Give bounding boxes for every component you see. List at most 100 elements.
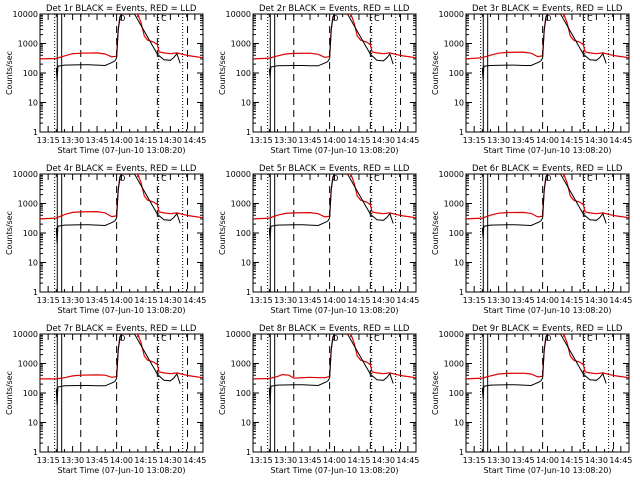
x-tick-label: 13:45 — [512, 136, 535, 145]
lld-series-line — [40, 174, 203, 220]
y-tick-label: 100 — [236, 229, 251, 238]
y-tick-label: 10 — [454, 99, 464, 108]
chart-panel-5: Det 5r BLACK = Events, RED = LLD 1 10 100 10… — [218, 164, 419, 315]
y-tick-label: 1000 — [18, 40, 38, 49]
x-tick-label: 13:30 — [487, 456, 510, 465]
chart-panel-4: Det 4r BLACK = Events, RED = LLD 1 10 100 10… — [5, 164, 206, 315]
y-tick-label: 10000 — [13, 330, 38, 339]
lld-series-line — [253, 174, 416, 220]
data-series — [466, 334, 629, 399]
reference-lines — [54, 14, 189, 132]
marker-o: O — [332, 334, 338, 343]
data-series — [253, 174, 416, 241]
x-tick-label: 13:15 — [463, 456, 486, 465]
x-tick-label: 14:00 — [536, 136, 559, 145]
marker-o: O — [545, 14, 551, 23]
y-tick-label: 100 — [236, 389, 251, 398]
lld-series-line — [253, 334, 416, 380]
x-tick-label: 13:30 — [487, 136, 510, 145]
y-tick-label: 10 — [454, 259, 464, 268]
x-tick-label: 13:15 — [463, 296, 486, 305]
x-axis-label: Start Time (07-Jun-10 13:08:20) — [58, 146, 186, 155]
y-tick-label: 10000 — [439, 330, 464, 339]
y-tick-label: 10000 — [13, 10, 38, 19]
y-tick-label: 10 — [241, 259, 251, 268]
x-axis-label: Start Time (07-Jun-10 13:08:20) — [58, 306, 186, 315]
x-tick-label: 14:00 — [323, 136, 346, 145]
x-tick-label: 13:15 — [250, 136, 273, 145]
plot-frame — [465, 13, 630, 133]
marker-o: O — [332, 14, 338, 23]
y-tick-label: 100 — [23, 69, 38, 78]
events-series-line — [268, 14, 394, 78]
events-series-line — [481, 14, 607, 80]
data-series — [253, 14, 416, 78]
panel-title: Det 6r BLACK = Events, RED = LLD — [472, 164, 623, 174]
y-tick-label: 100 — [23, 389, 38, 398]
x-tick-label: 14:15 — [560, 296, 583, 305]
y-tick-label: 100 — [449, 69, 464, 78]
y-axis-label: Counts/sec — [431, 211, 440, 255]
y-axis-label: Counts/sec — [431, 51, 440, 95]
y-axis-label: Counts/sec — [5, 211, 14, 255]
x-tick-label: 14:30 — [159, 136, 182, 145]
x-tick-label: 14:45 — [396, 456, 419, 465]
y-tick-label: 1000 — [18, 360, 38, 369]
x-tick-label: 13:45 — [299, 136, 322, 145]
x-tick-label: 14:15 — [560, 456, 583, 465]
plot-frame — [39, 333, 204, 453]
marker-c: C — [587, 174, 593, 183]
x-tick-label: 14:15 — [134, 296, 157, 305]
panel-title: Det 4r BLACK = Events, RED = LLD — [46, 164, 197, 174]
x-axis-label: Start Time (07-Jun-10 13:08:20) — [484, 146, 612, 155]
marker-c: C — [587, 334, 593, 343]
y-tick-label: 1 — [459, 448, 464, 457]
x-tick-label: 13:15 — [37, 456, 60, 465]
x-tick-label: 14:30 — [159, 456, 182, 465]
marker-c: C — [161, 334, 167, 343]
marker-o: O — [119, 334, 125, 343]
chart-panel-1: Det 1r BLACK = Events, RED = LLD 1 10 100 10… — [5, 4, 206, 155]
y-tick-label: 10000 — [13, 170, 38, 179]
x-tick-label: 14:45 — [183, 456, 206, 465]
events-series-line — [481, 174, 607, 238]
lld-series-line — [466, 14, 629, 60]
x-tick-label: 14:15 — [347, 136, 370, 145]
y-tick-label: 10 — [28, 99, 38, 108]
chart-panel-2: Det 2r BLACK = Events, RED = LLD 1 10 100 10… — [218, 4, 419, 155]
x-tick-label: 14:45 — [183, 136, 206, 145]
reference-lines — [480, 14, 615, 132]
marker-o: O — [332, 174, 338, 183]
marker-c: C — [587, 14, 593, 23]
chart-panel-9: Det 9r BLACK = Events, RED = LLD 1 10 100 10… — [431, 324, 632, 475]
x-tick-label: 14:00 — [110, 296, 133, 305]
plot-frame — [39, 13, 204, 133]
reference-lines — [54, 174, 189, 292]
x-tick-label: 13:45 — [86, 456, 109, 465]
y-axis-label: Counts/sec — [5, 371, 14, 415]
y-tick-label: 10 — [28, 419, 38, 428]
x-tick-label: 14:00 — [323, 296, 346, 305]
plot-frame — [252, 173, 417, 293]
plot-frame — [465, 333, 630, 453]
y-tick-label: 10 — [241, 99, 251, 108]
marker-o: O — [545, 174, 551, 183]
plot-frame — [252, 13, 417, 133]
panel-title: Det 5r BLACK = Events, RED = LLD — [259, 164, 410, 174]
lld-series-line — [40, 334, 203, 380]
plot-frame — [252, 333, 417, 453]
data-series — [466, 14, 629, 80]
x-tick-label: 14:30 — [372, 456, 395, 465]
x-tick-label: 13:45 — [299, 296, 322, 305]
events-series-line — [481, 334, 607, 399]
x-tick-label: 14:30 — [585, 136, 608, 145]
x-tick-label: 14:45 — [183, 296, 206, 305]
x-tick-label: 13:30 — [487, 296, 510, 305]
x-tick-label: 13:15 — [250, 456, 273, 465]
panel-title: Det 8r BLACK = Events, RED = LLD — [259, 324, 410, 334]
x-tick-label: 13:15 — [37, 296, 60, 305]
chart-panel-3: Det 3r BLACK = Events, RED = LLD 1 10 100 10… — [431, 4, 632, 155]
y-tick-label: 100 — [449, 389, 464, 398]
data-series — [253, 334, 416, 405]
y-axis-label: Counts/sec — [218, 211, 227, 255]
